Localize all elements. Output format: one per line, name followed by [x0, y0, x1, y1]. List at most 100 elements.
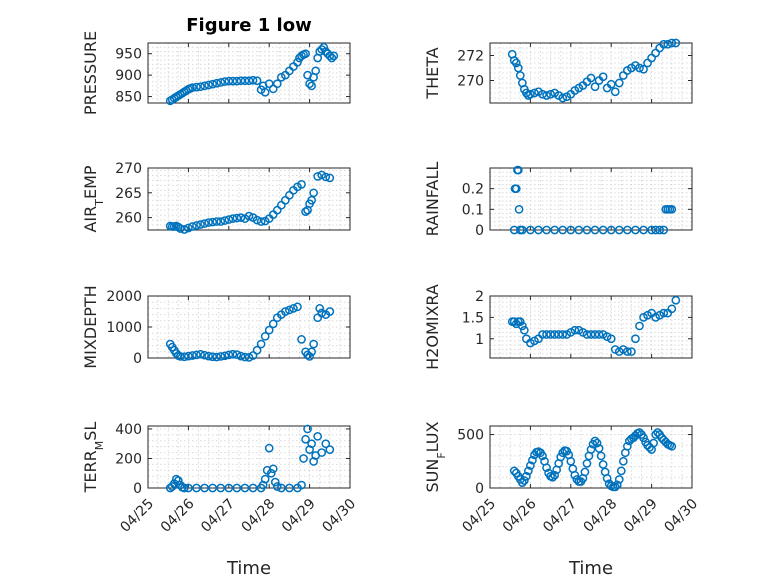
data-point	[590, 225, 600, 235]
data-point	[175, 352, 185, 361]
data-point	[240, 76, 250, 86]
data-point	[313, 313, 323, 323]
data-point	[268, 319, 278, 329]
data-point	[566, 225, 576, 235]
data-point	[188, 222, 197, 231]
data-point	[526, 225, 535, 235]
data-point	[252, 76, 262, 86]
data-point	[188, 83, 197, 92]
data-point	[653, 428, 663, 437]
data-point	[558, 93, 568, 103]
data-point	[224, 215, 234, 224]
data-point	[184, 351, 193, 361]
data-point	[224, 483, 234, 493]
data-point	[224, 76, 234, 86]
data-point	[220, 351, 230, 361]
data-point	[550, 225, 559, 235]
data-point	[309, 188, 318, 198]
data-point	[240, 483, 250, 493]
data-point	[232, 213, 242, 223]
y-tick-label: 1000	[106, 320, 142, 336]
plot-frame	[489, 42, 693, 104]
plot-frame	[489, 425, 693, 489]
data-point	[623, 441, 632, 451]
data-point	[522, 471, 531, 481]
data-point	[204, 80, 213, 90]
x-tick-label: 04/30	[661, 496, 701, 536]
rainfall-axes: 0 0.1 0.2 RAINFALL	[423, 162, 693, 239]
data-point	[667, 304, 677, 314]
data-point	[509, 466, 519, 476]
data-point	[216, 352, 226, 361]
data-point	[598, 460, 608, 469]
data-point	[586, 445, 596, 454]
data-point	[216, 217, 226, 226]
data-point	[208, 352, 217, 362]
data-point	[542, 225, 551, 235]
data-point	[671, 38, 681, 48]
data-point	[192, 221, 201, 230]
data-point	[667, 38, 677, 48]
x-axis-label: Time	[568, 558, 613, 579]
data-point	[517, 478, 527, 488]
data-point	[594, 330, 604, 339]
y-tick-label: 200	[115, 451, 142, 467]
data-point	[236, 213, 246, 222]
data-point	[244, 76, 254, 86]
data-point	[311, 66, 321, 76]
data-point	[264, 325, 274, 335]
terr_msl-axes: 0 200 400 04/25 04/26 04/27 04/28 04/29 04/30 Tim…	[81, 422, 359, 579]
data-point	[582, 330, 592, 339]
x-axis-label: Time	[226, 558, 271, 579]
data-point	[319, 42, 329, 52]
data-point	[534, 225, 543, 235]
y-axis-label: SUNFLUX	[423, 421, 448, 492]
data-point	[623, 225, 632, 235]
data-point	[220, 216, 230, 225]
data-point	[175, 224, 185, 233]
data-point	[180, 225, 189, 234]
y-tick-label: 270	[457, 74, 484, 90]
y-tick-label: 0.2	[462, 182, 484, 198]
data-point	[570, 470, 580, 480]
data-point	[542, 91, 551, 100]
y-axis-label: MIXDEPTH	[81, 285, 100, 368]
data-point	[220, 77, 230, 86]
data-point	[570, 325, 580, 335]
y-tick-label: 265	[115, 186, 142, 202]
y-axis-label: RAINFALL	[423, 162, 442, 237]
data-point	[309, 339, 318, 349]
data-point	[196, 349, 205, 359]
x-tick-label: 04/26	[158, 496, 198, 536]
air_temp-axes: 260 265 270 AIRTEMP	[81, 161, 351, 234]
data-point	[659, 225, 669, 235]
data-point	[649, 438, 658, 448]
data-point	[667, 204, 677, 214]
data-point	[200, 219, 209, 228]
data-point	[289, 304, 298, 313]
data-point	[635, 428, 644, 437]
data-point	[511, 184, 521, 194]
data-point	[614, 78, 624, 88]
data-point	[212, 352, 222, 362]
data-point	[558, 225, 568, 235]
data-point	[590, 436, 600, 446]
data-point	[307, 347, 316, 357]
data-point	[303, 424, 312, 434]
data-point	[208, 483, 217, 493]
data-point	[315, 304, 325, 313]
data-point	[244, 353, 254, 362]
data-point	[325, 173, 335, 183]
data-point	[260, 474, 270, 484]
data-point	[546, 330, 555, 339]
x-tick-label: 04/27	[540, 496, 580, 536]
plot-frame	[489, 295, 693, 359]
y-tick-label: 1	[475, 332, 484, 348]
data-point	[240, 352, 250, 362]
data-point	[618, 456, 628, 466]
data-point	[606, 79, 616, 89]
data-point	[623, 347, 632, 356]
data-point	[248, 75, 258, 85]
data-point	[232, 76, 242, 86]
